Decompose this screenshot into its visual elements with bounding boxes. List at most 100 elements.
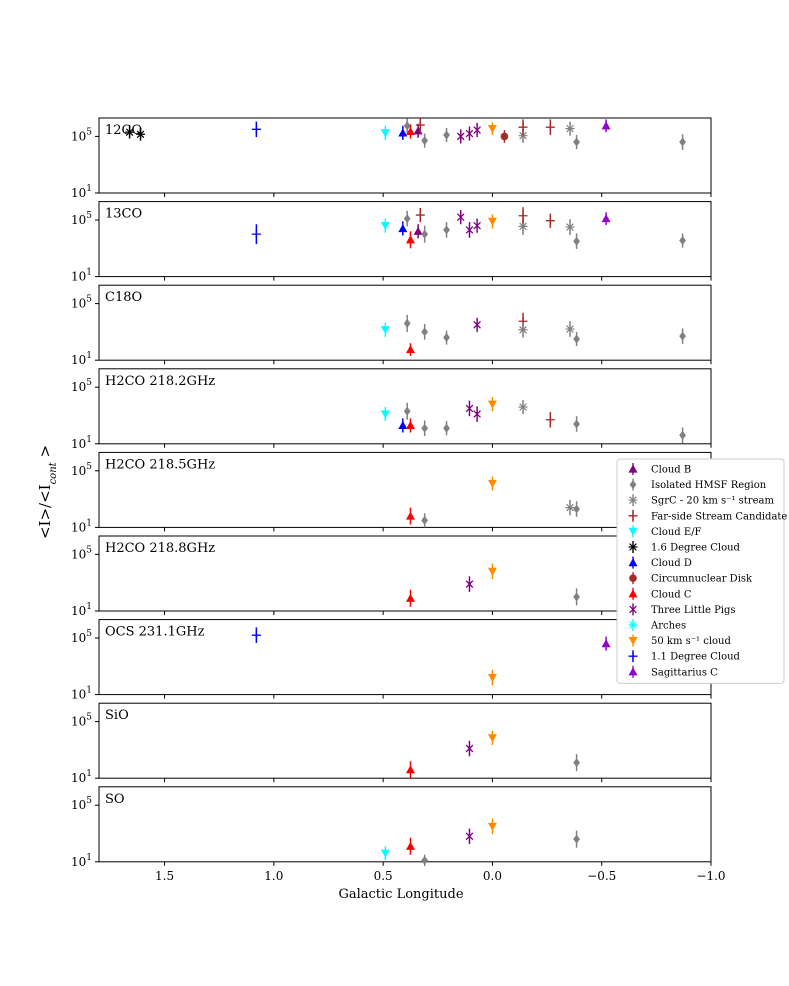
data-point: [545, 411, 555, 428]
data-point: [465, 828, 474, 845]
data-point: [473, 122, 481, 138]
marker: [443, 423, 450, 433]
panel-7: 101 105 SiO: [71, 702, 712, 785]
y-tick-label: 101: [71, 518, 92, 534]
y-axis-label: <I>/<Icont >: [36, 445, 59, 539]
legend-label: Cloud B: [651, 465, 691, 476]
marker: [573, 834, 580, 844]
data-point: [443, 330, 450, 345]
marker: [518, 403, 528, 411]
data-point: [405, 589, 415, 607]
marker: [413, 126, 423, 135]
data-point: [415, 118, 425, 133]
marker: [565, 325, 575, 333]
marker: [403, 406, 411, 416]
legend-entry: Cloud B: [628, 463, 691, 476]
data-point: [413, 224, 423, 239]
legend-marker: [628, 496, 638, 504]
legend-marker: [628, 651, 638, 661]
legend-label: 50 km s⁻¹ cloud: [651, 636, 731, 647]
data-point: [518, 119, 528, 135]
panel-frame: [98, 201, 712, 278]
marker: [601, 214, 611, 223]
marker: [518, 222, 528, 231]
panel-6: 101 105 OCS 231.1GHz: [71, 619, 712, 702]
y-tick-label: 101: [71, 268, 92, 284]
marker: [545, 122, 555, 132]
y-tick-label: 105: [71, 545, 92, 561]
marker: [456, 132, 465, 141]
legend-marker: [628, 543, 638, 551]
panel-label: SO: [105, 792, 125, 807]
y-tick-label: 101: [71, 602, 92, 618]
data-point: [403, 210, 411, 227]
legend-label: Cloud E/F: [651, 527, 702, 538]
data-point: [421, 513, 429, 528]
data-point: [380, 407, 390, 422]
panel-4: 101 105 H2CO 218.5GHz: [71, 451, 712, 534]
data-point: [403, 118, 411, 133]
y-tick-label: 101: [71, 435, 92, 451]
marker: [413, 226, 423, 235]
data-point: [405, 124, 415, 139]
marker: [405, 420, 415, 430]
data-point: [601, 119, 611, 133]
panel-label: H2CO 218.8GHz: [105, 541, 215, 556]
panel-1: 101 105 13CO: [71, 201, 712, 284]
data-point: [405, 343, 415, 356]
legend-frame: [616, 458, 785, 684]
marker: [573, 334, 580, 344]
data-point: [405, 837, 415, 855]
panel-8: 101 105 SO: [71, 786, 712, 869]
legend-label: Sagittarius C: [651, 667, 718, 678]
panel-label: 12CO: [105, 123, 142, 138]
legend-marker: [629, 605, 637, 614]
marker: [398, 420, 408, 430]
panels: 101 105 12CO 101 105 13CO 101 105 C18O 101 105 H2CO…: [71, 117, 712, 869]
marker: [679, 430, 686, 440]
x-tick-label: 0.5: [374, 869, 393, 883]
marker: [403, 121, 411, 131]
legend-label: 1.1 Degree Cloud: [651, 652, 741, 663]
panel-label: 13CO: [105, 207, 142, 222]
data-point: [487, 122, 497, 135]
y-tick-label: 105: [71, 713, 92, 729]
marker: [398, 128, 408, 137]
marker: [403, 318, 411, 328]
marker: [405, 126, 415, 136]
data-point: [403, 402, 411, 420]
data-point: [465, 126, 474, 141]
marker: [415, 120, 425, 130]
data-point: [456, 210, 465, 225]
marker: [380, 849, 390, 858]
data-point: [573, 588, 580, 606]
y-tick-label: 105: [71, 796, 92, 812]
data-point: [679, 328, 686, 344]
legend-label: Cloud C: [651, 589, 692, 600]
y-tick-label: 101: [71, 769, 92, 785]
data-point: [573, 233, 580, 250]
marker: [487, 217, 497, 226]
data-point: [465, 740, 474, 757]
marker: [473, 221, 481, 230]
legend: Cloud B Isolated HMSF Region SgrC - 20 km …: [616, 458, 787, 684]
data-point: [251, 121, 261, 138]
marker: [443, 130, 450, 140]
marker: [421, 423, 429, 433]
legend-label: 1.6 Degree Cloud: [651, 543, 741, 554]
marker: [465, 129, 474, 138]
data-point: [380, 846, 390, 861]
data-point: [518, 128, 528, 143]
data-point: [487, 476, 497, 491]
y-tick-label: 105: [71, 211, 92, 227]
data-point: [421, 225, 429, 243]
y-tick-label: 101: [71, 184, 92, 200]
x-axis: 1.5 1.0 0.5 0.0 −0.5 −1.0: [155, 869, 726, 883]
data-point: [545, 213, 555, 228]
marker: [465, 226, 474, 234]
data-point: [518, 207, 528, 225]
marker: [125, 128, 135, 136]
marker: [500, 132, 509, 141]
data-point: [573, 416, 580, 432]
data-point: [443, 127, 450, 143]
